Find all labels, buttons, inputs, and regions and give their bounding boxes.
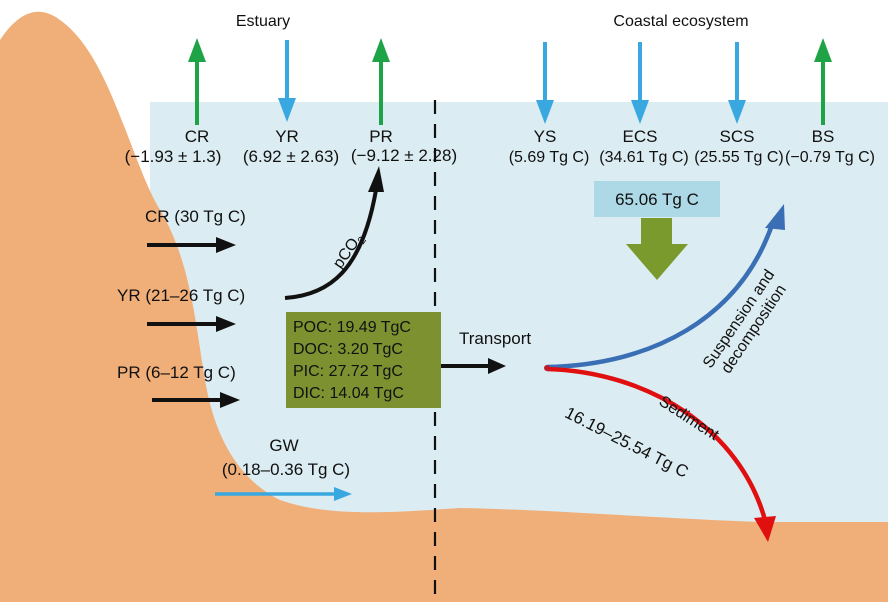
- coastal-total-value: 65.06 Tg C: [615, 190, 699, 209]
- total-deposition-arrow: [626, 218, 688, 280]
- budget-doc: DOC: 3.20 TgC: [293, 341, 403, 358]
- budget-dic: DIC: 14.04 TgC: [293, 385, 404, 402]
- budget-poc: POC: 19.49 TgC: [293, 319, 411, 336]
- sea-flux-ecs: (34.61 Tg C): [599, 149, 689, 166]
- coastal-ecosystem-heading: Coastal ecosystem: [613, 13, 749, 30]
- sea-code-ecs: ECS: [622, 127, 658, 146]
- sea-flux-bs: (−0.79 Tg C): [785, 149, 875, 166]
- sediment-arrow: [546, 366, 776, 542]
- groundwater-arrow: [215, 487, 352, 501]
- input-label-yr: YR (21–26 Tg C): [117, 286, 246, 305]
- sea-code-bs: BS: [811, 127, 835, 146]
- input-label-pr: PR (6–12 Tg C): [117, 363, 236, 382]
- river-flux-yr: (6.92 ± 2.63): [242, 147, 340, 166]
- transport-origin-dot: [544, 365, 550, 371]
- suspension-arrow: [546, 204, 785, 370]
- pr-input-arrow: [152, 392, 240, 408]
- input-label-cr: CR (30 Tg C): [145, 207, 246, 226]
- groundwater-value: (0.18–0.36 Tg C): [221, 460, 351, 479]
- yr-influx-arrow: [278, 40, 296, 122]
- river-flux-pr: (−9.12 ± 2.28): [350, 146, 458, 165]
- cr-efflux-arrow: [188, 38, 206, 125]
- water-body: [150, 102, 888, 542]
- bs-efflux-arrow: [814, 38, 832, 125]
- budget-pic: PIC: 27.72 TgC: [293, 363, 403, 380]
- transport-arrow: [440, 358, 506, 374]
- sea-flux-ys: (5.69 Tg C): [508, 149, 590, 166]
- river-flux-cr: (−1.93 ± 1.3): [124, 147, 222, 166]
- estuary-heading: Estuary: [235, 13, 291, 30]
- scs-influx-arrow: [728, 42, 746, 124]
- land-coastline: [0, 11, 888, 602]
- pr-efflux-arrow: [372, 38, 390, 125]
- groundwater-label: GW: [269, 436, 299, 455]
- estuary-carbon-budget-box: POC: 19.49 TgC DOC: 3.20 TgC PIC: 27.72 …: [286, 312, 441, 408]
- ecs-influx-arrow: [631, 42, 649, 124]
- sea-code-scs: SCS: [719, 127, 755, 146]
- cr-input-arrow: [147, 237, 236, 253]
- yr-input-arrow: [147, 316, 236, 332]
- river-code-yr: YR: [275, 127, 299, 146]
- transport-label: Transport: [459, 329, 532, 348]
- sea-code-ys: YS: [533, 127, 557, 146]
- coastal-total-box: 65.06 Tg C: [594, 181, 720, 217]
- sea-flux-scs: (25.55 Tg C): [694, 149, 784, 166]
- river-code-pr: PR: [369, 127, 393, 146]
- ys-influx-arrow: [536, 42, 554, 124]
- pco2-outgassing-arrow: [284, 166, 384, 300]
- river-code-cr: CR: [184, 127, 210, 146]
